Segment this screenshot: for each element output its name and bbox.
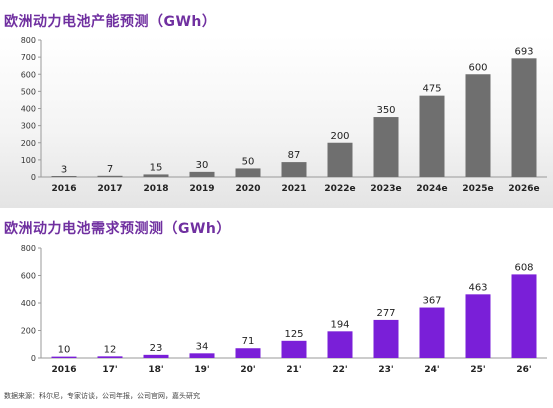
data-label: 600 <box>468 62 487 73</box>
x-tick-label: 18' <box>148 365 163 375</box>
data-label: 350 <box>376 105 395 116</box>
x-tick-label: 19' <box>194 365 209 375</box>
data-label: 3 <box>61 164 67 175</box>
data-label: 10 <box>58 345 71 356</box>
data-label: 30 <box>196 160 209 171</box>
data-label: 71 <box>242 336 255 347</box>
x-tick-label: 2016 <box>51 365 76 375</box>
y-tick-label: 100 <box>21 156 36 165</box>
bar <box>327 331 353 358</box>
x-tick-label: 21' <box>286 365 301 375</box>
x-tick-label: 2017 <box>97 184 122 194</box>
bar <box>419 95 445 177</box>
y-tick-label: 0 <box>31 173 36 182</box>
bar <box>419 307 445 358</box>
bar <box>511 274 537 358</box>
data-label: 50 <box>242 156 255 167</box>
bar <box>465 294 491 358</box>
bar <box>97 175 123 177</box>
y-tick-label: 200 <box>21 139 36 148</box>
data-label: 23 <box>150 343 163 354</box>
x-tick-label: 17' <box>102 365 117 375</box>
data-label: 125 <box>284 329 303 340</box>
y-tick-label: 300 <box>21 122 36 131</box>
y-tick-label: 800 <box>21 36 36 45</box>
data-label: 87 <box>288 150 301 161</box>
bar <box>465 74 491 177</box>
data-label: 367 <box>422 296 441 307</box>
x-tick-label: 2020 <box>235 184 260 194</box>
y-tick-label: 500 <box>21 87 36 96</box>
y-tick-label: 600 <box>21 272 36 281</box>
x-tick-label: 2022e <box>324 184 355 194</box>
x-tick-label: 2019 <box>189 184 214 194</box>
bar <box>511 58 537 178</box>
x-tick-label: 26' <box>516 365 531 375</box>
data-label: 7 <box>107 164 113 175</box>
y-tick-label: 400 <box>21 299 36 308</box>
bar <box>51 356 77 358</box>
bar <box>281 162 307 177</box>
y-tick-label: 600 <box>21 70 36 79</box>
bar <box>373 117 399 177</box>
y-tick-label: 800 <box>21 244 36 253</box>
chart-title-supply: 欧洲动力电池产能预测（GWh） <box>4 14 217 30</box>
bar <box>189 171 215 177</box>
x-tick-label: 23' <box>378 365 393 375</box>
y-tick-label: 0 <box>31 354 36 363</box>
bar <box>327 142 353 177</box>
x-tick-label: 24' <box>424 365 439 375</box>
bar <box>189 353 215 358</box>
chart-background-supply <box>0 36 553 208</box>
data-label: 200 <box>330 131 349 142</box>
x-tick-label: 20' <box>240 365 255 375</box>
y-tick-label: 400 <box>21 105 36 114</box>
bar <box>143 354 169 358</box>
x-tick-label: 2025e <box>462 184 493 194</box>
x-tick-label: 2026e <box>508 184 539 194</box>
data-label: 12 <box>104 344 117 355</box>
x-tick-label: 2021 <box>281 184 306 194</box>
x-tick-label: 2016 <box>51 184 76 194</box>
y-tick-label: 700 <box>21 53 36 62</box>
x-tick-label: 25' <box>470 365 485 375</box>
data-label: 194 <box>330 319 349 330</box>
data-label: 34 <box>196 341 209 352</box>
data-label: 693 <box>514 46 533 57</box>
y-tick-label: 200 <box>21 327 36 336</box>
chart-title-demand: 欧洲动力电池需求预测测（GWh） <box>4 221 231 237</box>
x-tick-label: 22' <box>332 365 347 375</box>
demand-bar-chart: 0 200 400 600 800 10 2016 12 17' 23 18' 34 19' 71 20' 1… <box>21 244 547 375</box>
data-label: 15 <box>150 162 163 173</box>
bar <box>373 319 399 358</box>
data-label: 475 <box>422 84 441 95</box>
x-tick-label: 2018 <box>143 184 168 194</box>
supply-bar-chart: 0 100 200 300 400 500 600 700 800 3 2016 7 2017 15 201… <box>21 36 547 194</box>
source-note: 数据来源：科尔尼，专家访谈，公司年报，公司官网，嘉头研究 <box>4 392 200 400</box>
bar <box>143 174 169 177</box>
data-label: 463 <box>468 282 487 293</box>
bar <box>235 168 261 177</box>
x-tick-label: 2023e <box>370 184 401 194</box>
data-label: 608 <box>514 262 533 273</box>
bar <box>235 348 261 358</box>
bar <box>281 340 307 358</box>
bar <box>97 356 123 358</box>
bar <box>51 176 77 177</box>
data-label: 277 <box>376 308 395 319</box>
x-tick-label: 2024e <box>416 184 447 194</box>
